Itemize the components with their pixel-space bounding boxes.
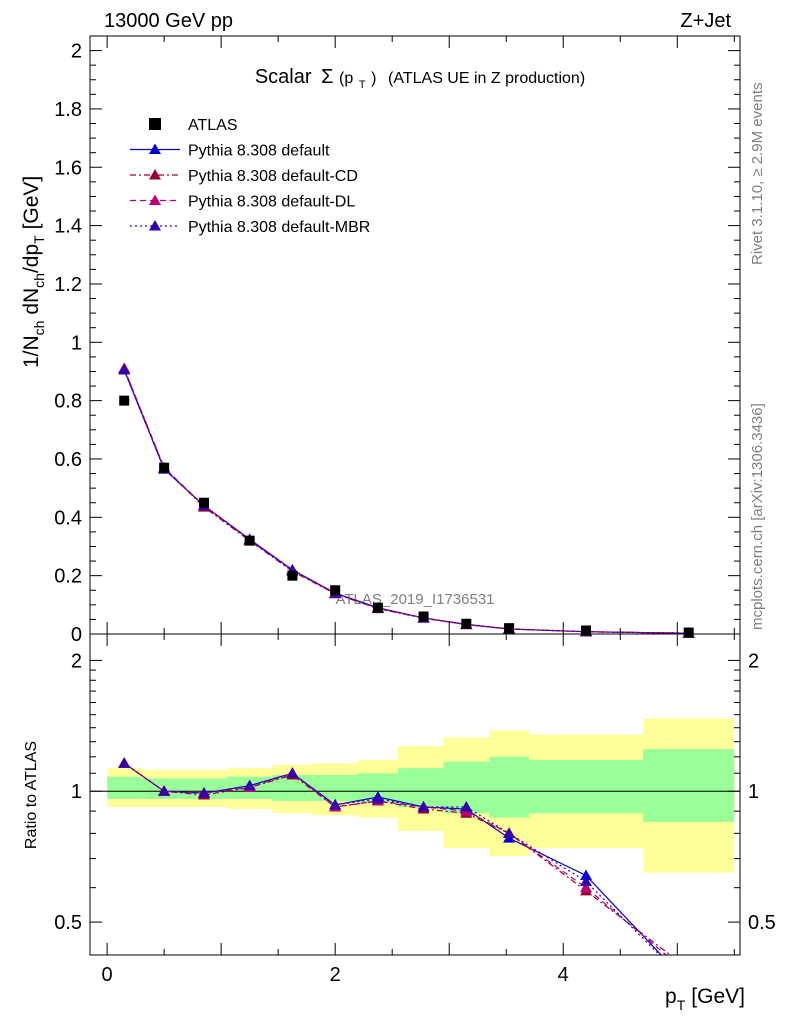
ratio-marks <box>118 757 593 896</box>
svg-text:1/Nch dNch/dpT [GeV]: 1/Nch dNch/dpT [GeV] <box>20 176 47 368</box>
main-title: Scalar Σ (p T ) (ATLAS UE in Z productio… <box>255 66 585 93</box>
ratio-point-mbr <box>371 792 384 804</box>
atlas-data-point <box>581 625 592 636</box>
ratio-band-inner <box>489 756 530 818</box>
title-sigma: Σ <box>321 66 333 88</box>
ratio-xtick-label: 4 <box>558 964 569 986</box>
main-ytick-label: 1.8 <box>54 99 82 121</box>
ratio-point-mbr <box>198 787 211 798</box>
ratio-point-mbr <box>503 827 516 838</box>
xlabel-sub: T <box>677 997 686 1013</box>
main-ytick-label: 2 <box>71 41 82 63</box>
main-series-lines <box>123 368 689 634</box>
legend-marker-default <box>149 143 161 154</box>
ratio-xtick-label: 2 <box>330 964 341 986</box>
atlas-data-point <box>683 627 694 638</box>
main-ytick-label: 0.4 <box>54 507 82 529</box>
title-arg-sub: T <box>359 79 366 91</box>
xlabel-unit: [GeV] <box>691 985 745 1008</box>
ratio-point-default <box>580 869 593 880</box>
ratio-ytick-label: 0.5 <box>54 912 82 934</box>
ratio-point-mbr <box>460 800 473 812</box>
legend-label: Pythia 8.308 default <box>188 143 330 160</box>
legend: ATLAS Pythia 8.308 default Pythia 8.308 de… <box>130 117 370 236</box>
main-ytick-label: 1 <box>71 332 82 354</box>
ratio-ytick-label: 1 <box>71 781 82 803</box>
legend-marker-cd <box>149 169 161 180</box>
atlas-data-point <box>159 462 170 473</box>
legend-marker-dl <box>149 194 161 205</box>
ratio-ytick-label-right: 1 <box>748 781 759 803</box>
main-ytick-label: 1.6 <box>54 157 82 179</box>
legend-label: Pythia 8.308 default-CD <box>188 168 358 185</box>
legend-label: ATLAS <box>188 117 238 134</box>
legend-marker-atlas <box>149 118 161 130</box>
xlabel: pT [GeV] <box>665 985 745 1013</box>
ratio-point-mbr <box>329 798 342 810</box>
main-ytick-label: 1.2 <box>54 274 82 296</box>
ratio-point-mbr <box>158 785 171 796</box>
atlas-data-point <box>287 570 298 581</box>
title-rest: (ATLAS UE in Z production) <box>388 70 585 87</box>
ratio-ytick-label-right: 2 <box>748 650 759 672</box>
xlabel-main: p <box>665 985 677 1008</box>
header-left: 13000 GeV pp <box>104 10 233 32</box>
main-ytick-label: 0.6 <box>54 449 82 471</box>
main-ytick-label: 1.4 <box>54 216 82 238</box>
legend-label: Pythia 8.308 default-DL <box>188 194 355 211</box>
atlas-data-point <box>504 623 515 634</box>
atlas-data-point <box>461 618 472 629</box>
ratio-ytick-label: 2 <box>71 650 82 672</box>
ratio-point-mbr <box>243 779 256 791</box>
ratio-point-mbr <box>580 875 593 886</box>
atlas-data-point <box>372 602 383 613</box>
watermark: ATLAS_2019_I1736531 <box>335 591 494 608</box>
ratio-point-dl <box>580 881 593 893</box>
ratio-axes: 0 2 4 0.5 0.5 1 1 2 2 <box>54 633 776 986</box>
atlas-data-point <box>199 497 210 508</box>
ratio-band-inner <box>397 768 444 807</box>
ratio-ylabel: Ratio to ATLAS <box>23 741 40 849</box>
atlas-data-point <box>119 395 130 406</box>
main-ytick-label: 0 <box>71 624 82 646</box>
ratio-band-inner <box>312 774 358 801</box>
ratio-band-inner <box>186 778 227 799</box>
ratio-series-lines <box>123 762 672 955</box>
main-ylabel: 1/Nch dNch/dpT [GeV] <box>20 176 47 368</box>
ratio-band-inner <box>529 759 644 814</box>
ratio-line-mbr <box>123 762 661 955</box>
ratio-band-inner <box>643 749 735 822</box>
main-line-mbr <box>123 369 689 634</box>
side-label-top: Rivet 3.1.10, ≥ 2.9M events <box>749 83 766 266</box>
main-ytick-label: 0.8 <box>54 391 82 413</box>
legend-marker-mbr <box>149 220 161 231</box>
atlas-data-point <box>244 535 255 546</box>
ratio-xtick-label: 0 <box>102 964 113 986</box>
ratio-point-mbr <box>417 800 430 812</box>
ratio-band-inner <box>107 776 142 799</box>
main-ytick-label: 0.2 <box>54 566 82 588</box>
ratio-ytick-label-right: 0.5 <box>748 912 776 934</box>
header-right: Z+Jet <box>680 10 731 32</box>
ratio-frame <box>89 633 741 956</box>
title-arg: (p <box>339 70 353 87</box>
ratio-panel-background <box>90 718 740 873</box>
ratio-line-dl <box>123 762 668 955</box>
side-label-bottom: mcplots.cern.ch [arXiv:1306.3436] <box>749 403 766 630</box>
legend-label: Pythia 8.308 default-MBR <box>188 219 370 236</box>
title-main: Scalar <box>255 66 312 88</box>
atlas-data-point <box>418 611 429 622</box>
ratio-point-mbr <box>118 757 131 768</box>
ratio-point-mbr <box>286 767 299 778</box>
main-point-mbr <box>118 364 131 375</box>
title-arg-end: ) <box>371 70 376 87</box>
atlas-data-point <box>330 585 341 596</box>
